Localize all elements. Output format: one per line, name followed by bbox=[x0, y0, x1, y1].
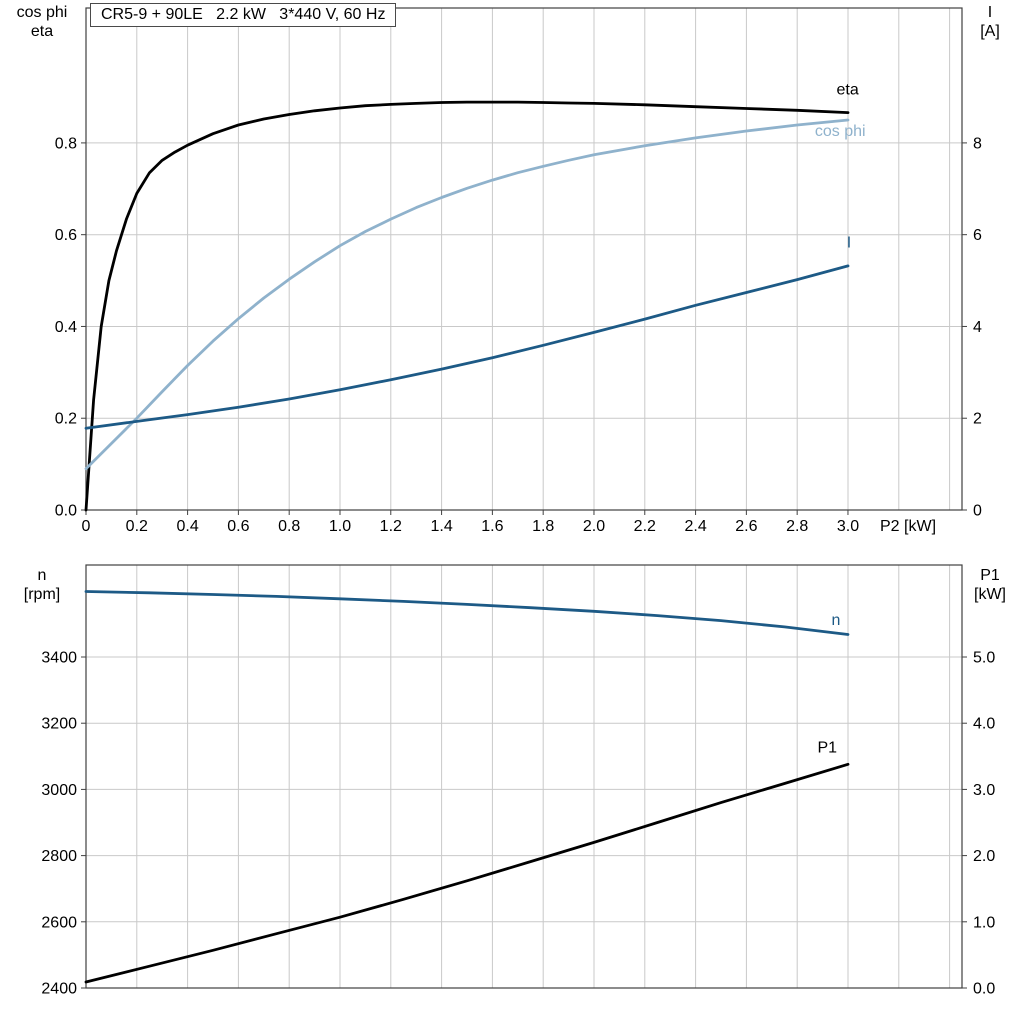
axis-label-line: eta bbox=[30, 23, 54, 40]
tick-label-right: 2.0 bbox=[973, 848, 995, 865]
tick-label-x: 0.2 bbox=[126, 518, 148, 535]
tick-label-left: 2800 bbox=[41, 848, 77, 865]
tick-label-left: 0.0 bbox=[55, 503, 77, 520]
tick-label-x: 2.2 bbox=[634, 518, 656, 535]
tick-label-x: 1.2 bbox=[380, 518, 402, 535]
gridlines bbox=[86, 565, 962, 988]
tick-label-right: 6 bbox=[973, 227, 982, 244]
tick-marks bbox=[81, 142, 967, 515]
curve-eta bbox=[84, 100, 850, 512]
axis-label-line: I bbox=[987, 4, 993, 21]
tick-marks bbox=[81, 656, 967, 989]
tick-label-x: 2.0 bbox=[583, 518, 605, 535]
tick-label-right: 8 bbox=[973, 135, 982, 152]
axis-label-line: n bbox=[37, 567, 47, 584]
tick-label-x: 2.8 bbox=[786, 518, 808, 535]
axis-label-line: [A] bbox=[980, 23, 1000, 40]
tick-label-x: 0.6 bbox=[227, 518, 249, 535]
panel-top: 0.0 0.2 0.4 0.6 0.8 0 2 4 6 8 0 0.2 0.4 0.6 0.8 1.0 1.2 1… bbox=[55, 7, 982, 535]
curve-label-P1: P1 bbox=[818, 739, 838, 756]
panel-bottom: 2400 2600 2800 3000 3200 3400 0.0 1.0 2.0 3.0 4.0 5… bbox=[41, 564, 995, 998]
tick-label-x: 2.6 bbox=[735, 518, 757, 535]
tick-labels: 2400 2600 2800 3000 3200 3400 0.0 1.0 2.0 3.0 4.0 5… bbox=[41, 650, 995, 998]
tick-label-left: 2600 bbox=[41, 914, 77, 931]
tick-label-x: 1.6 bbox=[481, 518, 503, 535]
plot-frame bbox=[85, 7, 963, 511]
tick-label-x: 1.0 bbox=[329, 518, 351, 535]
tick-label-right: 0 bbox=[973, 503, 982, 520]
top-right-axis-label: I [A] bbox=[960, 3, 1020, 41]
axis-label-line: [kW] bbox=[974, 586, 1006, 603]
tick-label-right: 3.0 bbox=[973, 782, 995, 799]
axis-label-line: [rpm] bbox=[23, 586, 61, 603]
tick-label-left: 0.8 bbox=[55, 135, 77, 152]
bottom-left-axis-label: n [rpm] bbox=[0, 566, 84, 604]
curve-label-n: n bbox=[832, 612, 841, 629]
axis-label-line: P1 bbox=[980, 567, 1000, 584]
tick-label-right: 2 bbox=[973, 411, 982, 428]
curve-I bbox=[84, 264, 850, 430]
axis-label-line: cos phi bbox=[16, 4, 68, 21]
tick-label-x: 0.8 bbox=[278, 518, 300, 535]
tick-label-x: 0 bbox=[82, 518, 91, 535]
tick-label-x: 1.8 bbox=[532, 518, 554, 535]
tick-label-right: 0.0 bbox=[973, 981, 995, 998]
tick-label-left: 3400 bbox=[41, 650, 77, 667]
curve-label-cos-phi: cos phi bbox=[815, 123, 866, 140]
curve-n bbox=[84, 590, 850, 636]
tick-label-x: 2.4 bbox=[684, 518, 706, 535]
plot-frame bbox=[85, 564, 963, 989]
tick-label-x: 3.0 bbox=[837, 518, 859, 535]
tick-label-right: 1.0 bbox=[973, 914, 995, 931]
x-axis-label: P2 [kW] bbox=[880, 518, 936, 535]
curve-label-I: I bbox=[847, 235, 851, 252]
tick-label-x: 0.4 bbox=[176, 518, 198, 535]
tick-label-left: 3000 bbox=[41, 782, 77, 799]
bottom-right-axis-label: P1 [kW] bbox=[960, 566, 1020, 604]
tick-label-right: 4 bbox=[973, 319, 982, 336]
curve-P1 bbox=[84, 762, 850, 984]
tick-label-left: 3200 bbox=[41, 716, 77, 733]
tick-label-right: 5.0 bbox=[973, 650, 995, 667]
chart-title-box: CR5-9 + 90LE 2.2 kW 3*440 V, 60 Hz bbox=[90, 3, 397, 27]
tick-labels: 0.0 0.2 0.4 0.6 0.8 0 2 4 6 8 0 0.2 0.4 0.6 0.8 1.0 1.2 1… bbox=[55, 135, 982, 535]
top-left-axis-label: cos phi eta bbox=[0, 3, 84, 41]
tick-label-left: 2400 bbox=[41, 981, 77, 998]
gridlines bbox=[86, 8, 962, 510]
curve-cos-phi bbox=[84, 118, 850, 471]
tick-label-left: 0.4 bbox=[55, 319, 77, 336]
curve-label-eta: eta bbox=[837, 82, 859, 99]
tick-label-x: 1.4 bbox=[430, 518, 452, 535]
tick-label-left: 0.6 bbox=[55, 227, 77, 244]
tick-label-left: 0.2 bbox=[55, 411, 77, 428]
tick-label-right: 4.0 bbox=[973, 716, 995, 733]
